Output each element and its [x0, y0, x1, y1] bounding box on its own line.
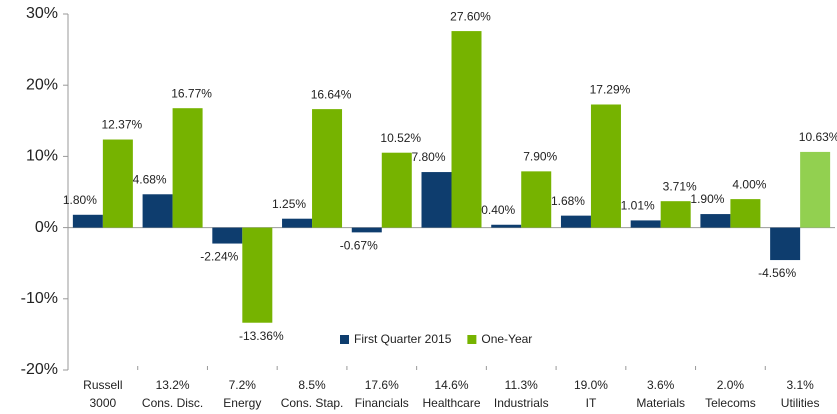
data-label: 1.68% [551, 194, 585, 208]
x-tick-label: 3.6% Materials [636, 378, 685, 410]
x-tick-label: 7.2% Energy [223, 378, 261, 410]
data-label: 3.71% [663, 179, 697, 193]
y-tick-label: 0% [35, 219, 58, 236]
data-label: 4.00% [732, 177, 766, 191]
legend-label: First Quarter 2015 [354, 332, 452, 346]
bar [700, 214, 731, 228]
y-tick-label: 20% [26, 76, 58, 93]
legend-swatch [340, 335, 349, 344]
legend-label: One-Year [481, 332, 532, 346]
data-label: -0.67% [340, 239, 378, 253]
x-tick-label: 3.1% Utilities [781, 378, 820, 410]
bar [312, 109, 343, 228]
x-tick-label: 17.6% Financials [355, 378, 409, 410]
data-label: 4.68% [133, 172, 167, 186]
bar [800, 151, 831, 228]
bar [491, 224, 522, 228]
y-tick-label: 10% [26, 148, 58, 165]
data-label: 27.60% [450, 9, 491, 23]
y-tick-label: 30% [26, 5, 58, 22]
x-tick-label: 13.2% Cons. Disc. [142, 378, 203, 410]
bar [630, 220, 661, 228]
data-label: -2.24% [200, 250, 238, 264]
x-tick-label: 19.0% IT [574, 378, 608, 410]
data-label: 12.37% [102, 118, 143, 132]
bar [72, 214, 103, 228]
data-label: 7.80% [411, 150, 445, 164]
bar [212, 227, 243, 244]
bar [102, 139, 133, 228]
data-label: 1.01% [621, 199, 655, 213]
data-label: 16.77% [171, 86, 212, 100]
data-label: -13.36% [239, 329, 284, 343]
x-tick-label: Russell 3000 [83, 378, 122, 410]
x-tick-label: 8.5% Cons. Stap. [281, 378, 344, 410]
bar [521, 171, 552, 228]
bar [560, 215, 591, 228]
bar [172, 108, 203, 228]
bar [381, 152, 412, 228]
bar [770, 227, 801, 261]
data-label: 7.90% [523, 150, 557, 164]
data-label: 16.64% [311, 87, 352, 101]
data-label: 1.80% [63, 193, 97, 207]
bar [660, 201, 691, 228]
bar [142, 194, 173, 228]
x-tick-label: 11.3% Industrials [494, 378, 549, 410]
data-label: 17.29% [590, 83, 631, 97]
bar [421, 172, 452, 228]
bar [242, 227, 273, 323]
data-label: 10.63% [799, 130, 837, 144]
bar [730, 199, 761, 228]
data-label: -4.56% [758, 266, 796, 280]
bar [451, 31, 482, 228]
x-tick-label: 2.0% Telecoms [705, 378, 756, 410]
data-label: 0.40% [481, 203, 515, 217]
x-tick-label: 14.6% Healthcare [422, 378, 480, 410]
y-tick-label: -10% [21, 290, 58, 307]
data-label: 1.25% [272, 197, 306, 211]
bar [351, 227, 382, 233]
y-tick-label: -20% [21, 361, 58, 378]
bar [282, 218, 313, 228]
legend-swatch [467, 335, 477, 344]
data-label: 10.52% [380, 131, 421, 145]
data-label: 1.90% [690, 192, 724, 206]
bar [590, 104, 621, 228]
